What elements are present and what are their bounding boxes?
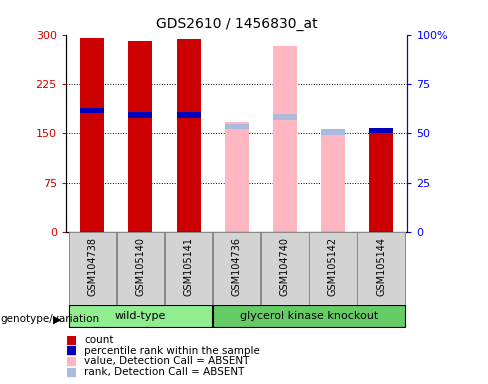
Text: percentile rank within the sample: percentile rank within the sample [84,346,260,356]
Bar [224,124,249,129]
Bar [177,113,201,118]
Bar [68,232,116,305]
Bar [369,127,393,133]
Text: ■: ■ [66,355,77,368]
Bar [117,232,164,305]
Bar [369,132,393,232]
Bar [68,305,212,327]
Text: GSM105142: GSM105142 [328,237,338,296]
Bar [177,39,201,232]
Text: ▶: ▶ [53,314,62,324]
Text: value, Detection Call = ABSENT: value, Detection Call = ABSENT [84,356,250,366]
Bar [128,113,152,118]
Text: GSM104736: GSM104736 [232,237,242,296]
Bar [261,232,308,305]
Bar [357,232,405,305]
Bar [321,132,345,232]
Text: GSM105141: GSM105141 [183,237,194,296]
Bar [128,41,152,232]
Text: ■: ■ [66,366,77,379]
Text: ■: ■ [66,344,77,357]
Bar [213,232,261,305]
Text: genotype/variation: genotype/variation [0,314,100,324]
Bar [224,122,249,232]
Bar [81,108,104,113]
Text: count: count [84,335,114,345]
Bar [81,38,104,232]
Text: rank, Detection Call = ABSENT: rank, Detection Call = ABSENT [84,367,245,377]
Text: GSM105140: GSM105140 [136,237,145,296]
Bar [309,232,357,305]
Text: ■: ■ [66,333,77,346]
Text: GSM104738: GSM104738 [87,237,97,296]
Text: GSM105144: GSM105144 [376,237,386,296]
Bar [273,114,297,119]
Text: GSM104740: GSM104740 [280,237,290,296]
Bar [273,46,297,232]
Bar [165,232,212,305]
Text: GDS2610 / 1456830_at: GDS2610 / 1456830_at [156,17,318,31]
Text: wild-type: wild-type [115,311,166,321]
Bar [321,129,345,135]
Text: glycerol kinase knockout: glycerol kinase knockout [240,311,378,321]
Bar [213,305,405,327]
